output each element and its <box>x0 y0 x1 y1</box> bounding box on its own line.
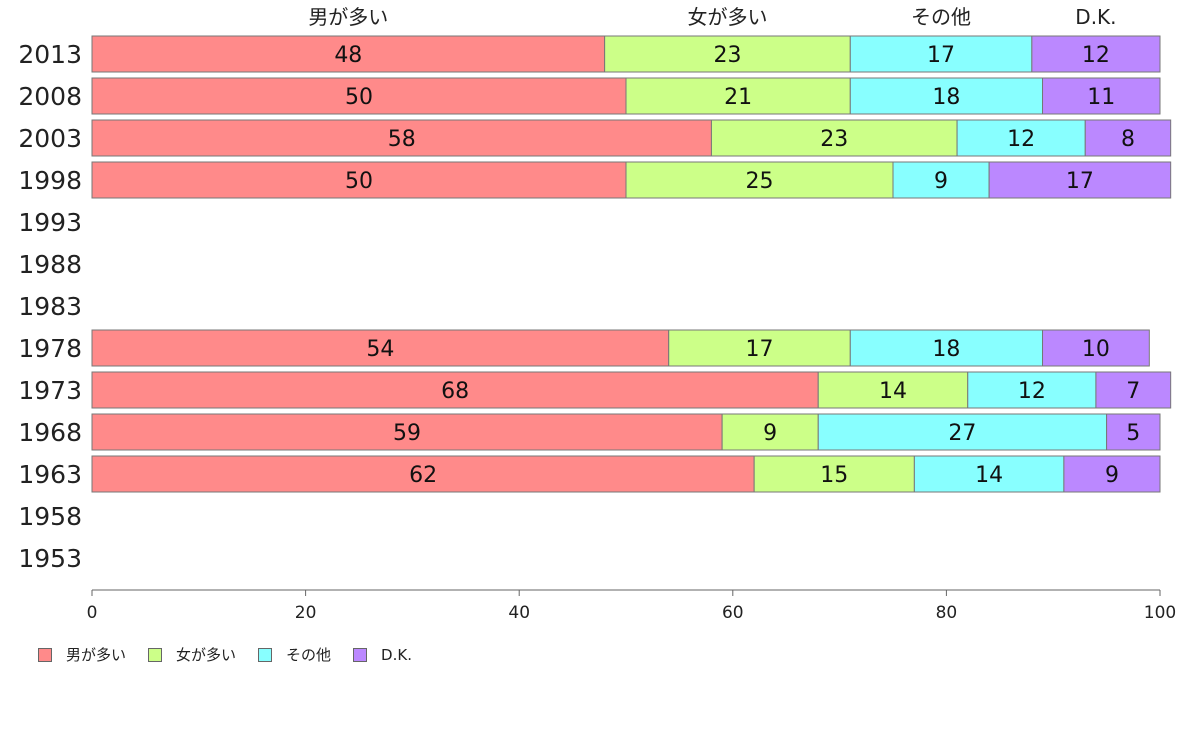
x-tick-label: 0 <box>87 603 98 623</box>
data-label: 9 <box>1105 463 1119 488</box>
data-label: 12 <box>1018 379 1046 404</box>
legend-item-other: その他 <box>258 644 331 665</box>
data-label: 15 <box>820 463 848 488</box>
data-label: 50 <box>345 85 373 110</box>
bar-segment <box>710 119 958 157</box>
category-label: 1963 <box>18 460 82 489</box>
bar-segment <box>625 77 851 115</box>
legend-swatch-dk <box>353 647 368 662</box>
legend-item-male: 男が多い <box>38 644 126 665</box>
bar-segment <box>604 35 851 73</box>
data-label: 14 <box>975 463 1003 488</box>
data-label: 23 <box>713 43 741 68</box>
category-label: 2003 <box>18 124 82 153</box>
category-label: 1953 <box>18 544 82 573</box>
legend-item-dk: D.K. <box>353 646 412 664</box>
data-label: 23 <box>820 127 848 152</box>
bar-segment <box>1031 35 1161 73</box>
bar-segment <box>91 329 670 367</box>
category-label: 2008 <box>18 82 82 111</box>
data-label: 17 <box>1066 169 1094 194</box>
data-label: 54 <box>366 337 394 362</box>
bar-segment <box>988 161 1172 199</box>
bar-segment <box>91 35 606 73</box>
bar-segment <box>1095 371 1172 409</box>
series-header-label: 女が多い <box>687 5 767 29</box>
bar-segment <box>91 77 627 115</box>
bar-segment <box>668 329 851 367</box>
category-label: 1998 <box>18 166 82 195</box>
category-label: 1988 <box>18 250 82 279</box>
bar-segment <box>1084 119 1172 157</box>
data-label: 21 <box>724 85 752 110</box>
legend-label-female: 女が多い <box>176 646 237 664</box>
category-label: 1973 <box>18 376 82 405</box>
bar-segment <box>91 119 712 157</box>
data-label: 11 <box>1087 85 1115 110</box>
legend-label-dk: D.K. <box>381 645 412 664</box>
bar-segment <box>817 413 1108 451</box>
series-header-label: その他 <box>911 5 971 29</box>
bar-segment <box>817 371 969 409</box>
series-header-label: 男が多い <box>308 5 388 29</box>
bar-segment <box>1106 413 1161 451</box>
data-label: 12 <box>1082 43 1110 68</box>
category-label: 1983 <box>18 292 82 321</box>
bar-segment <box>849 77 1044 115</box>
legend-swatch-other <box>258 647 273 662</box>
category-label: 1993 <box>18 208 82 237</box>
data-label: 18 <box>932 85 960 110</box>
data-label: 68 <box>441 379 469 404</box>
legend-swatch-female <box>148 647 163 662</box>
data-label: 17 <box>927 43 955 68</box>
bar-segment <box>849 35 1033 73</box>
bar-segment <box>1063 455 1161 493</box>
x-tick-label: 40 <box>508 603 530 623</box>
x-tick-label: 20 <box>295 603 317 623</box>
data-label: 14 <box>879 379 907 404</box>
data-label: 48 <box>334 43 362 68</box>
bar-segment <box>625 161 894 199</box>
bar-segment <box>967 371 1097 409</box>
category-label: 1958 <box>18 502 82 531</box>
data-label: 5 <box>1126 421 1140 446</box>
data-label: 25 <box>746 169 774 194</box>
category-label: 2013 <box>18 40 82 69</box>
legend: 男が多い 女が多い その他 D.K. <box>38 644 434 665</box>
category-label: 1968 <box>18 418 82 447</box>
legend-swatch-male <box>38 647 52 662</box>
data-label: 27 <box>948 421 976 446</box>
data-label: 10 <box>1082 337 1110 362</box>
bar-segment <box>91 455 755 493</box>
x-tick-label: 60 <box>722 603 744 623</box>
legend-label-other: その他 <box>286 646 332 664</box>
data-label: 50 <box>345 169 373 194</box>
bar-segment <box>1042 77 1161 115</box>
series-header-label: D.K. <box>1075 5 1116 29</box>
x-tick-label: 80 <box>936 603 958 623</box>
data-label: 9 <box>934 169 948 194</box>
bar-segment <box>849 329 1044 367</box>
category-label: 1978 <box>18 334 82 363</box>
data-label: 9 <box>763 421 777 446</box>
bar-segment <box>91 413 723 451</box>
data-label: 58 <box>388 127 416 152</box>
data-label: 59 <box>393 421 421 446</box>
data-label: 17 <box>746 337 774 362</box>
bar-segment <box>913 455 1065 493</box>
data-label: 7 <box>1126 379 1140 404</box>
bar-segment <box>91 161 627 199</box>
bar-segment <box>91 371 819 409</box>
data-label: 62 <box>409 463 437 488</box>
x-tick-label: 100 <box>1144 603 1176 623</box>
data-label: 12 <box>1007 127 1035 152</box>
bar-segment <box>1042 329 1150 367</box>
legend-label-male: 男が多い <box>66 646 127 664</box>
data-label: 8 <box>1121 127 1135 152</box>
legend-item-female: 女が多い <box>148 644 236 665</box>
data-label: 18 <box>932 337 960 362</box>
